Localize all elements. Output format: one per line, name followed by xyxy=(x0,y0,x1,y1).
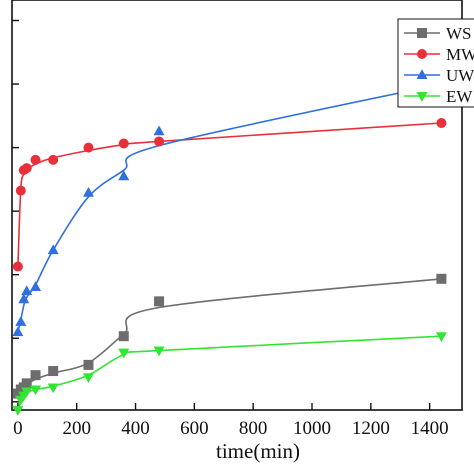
legend-label-ws: WS xyxy=(446,24,472,43)
marker-ws xyxy=(21,378,32,389)
marker-ws xyxy=(48,366,59,377)
y-axis-ticks xyxy=(12,19,19,403)
marker-ew xyxy=(47,383,59,394)
marker-uw xyxy=(153,125,165,136)
marker-mw xyxy=(83,142,94,153)
legend-marker-ew xyxy=(416,92,428,102)
x-axis-ticks: 0 200 400 600 800 1000 1200 1400 xyxy=(13,403,449,439)
fit-line-mw xyxy=(17,122,442,267)
x-tick-label: 1000 xyxy=(293,418,331,439)
legend-marker-mw xyxy=(417,49,427,59)
legend-label-ew: EW xyxy=(446,87,473,106)
marker-mw xyxy=(30,154,41,165)
marker-uw xyxy=(82,186,94,197)
marker-ew xyxy=(12,406,24,416)
fit-line-ws xyxy=(17,278,442,395)
marker-uw xyxy=(18,293,30,304)
data-markers xyxy=(12,78,447,416)
fit-line-ew xyxy=(17,335,442,411)
marker-uw xyxy=(15,316,27,326)
legend-marker-uw xyxy=(416,69,428,79)
marker-ew xyxy=(153,346,165,357)
marker-ew xyxy=(30,385,42,396)
marker-ws xyxy=(83,359,94,370)
legend-label-uw: UW xyxy=(446,66,474,85)
marker-uw xyxy=(21,285,33,296)
x-tick-label: 1400 xyxy=(411,418,449,439)
x-tick-label: 0 xyxy=(13,418,23,439)
marker-uw xyxy=(12,326,24,337)
legend-label-mw: MW xyxy=(446,45,474,64)
marker-ew xyxy=(21,387,33,398)
fit-lines xyxy=(17,83,442,411)
marker-ew xyxy=(435,332,447,342)
legend-marker-ws xyxy=(417,28,427,38)
marker-mw xyxy=(15,185,26,196)
x-tick-label: 1200 xyxy=(352,418,390,439)
marker-mw xyxy=(48,154,59,165)
marker-ws xyxy=(30,370,41,381)
marker-uw xyxy=(118,170,130,181)
x-tick-label: 400 xyxy=(121,418,150,439)
fit-line-uw xyxy=(17,83,442,333)
x-tick-label: 600 xyxy=(180,418,209,439)
marker-mw xyxy=(154,136,165,147)
marker-ew xyxy=(118,348,130,359)
marker-mw xyxy=(21,163,32,174)
x-axis-title: time(min) xyxy=(216,439,300,463)
marker-uw xyxy=(30,281,42,291)
marker-mw xyxy=(12,261,23,272)
x-tick-label: 800 xyxy=(239,418,268,439)
legend: WS MW UW EW xyxy=(397,18,474,108)
x-tick-label: 200 xyxy=(62,418,91,439)
marker-ws xyxy=(436,273,447,284)
plot-frame xyxy=(11,0,463,411)
marker-mw xyxy=(118,138,129,149)
marker-uw xyxy=(47,244,59,255)
marker-mw xyxy=(436,118,447,128)
marker-ws xyxy=(154,296,165,307)
marker-ew xyxy=(82,373,94,383)
marker-ws xyxy=(118,331,129,342)
